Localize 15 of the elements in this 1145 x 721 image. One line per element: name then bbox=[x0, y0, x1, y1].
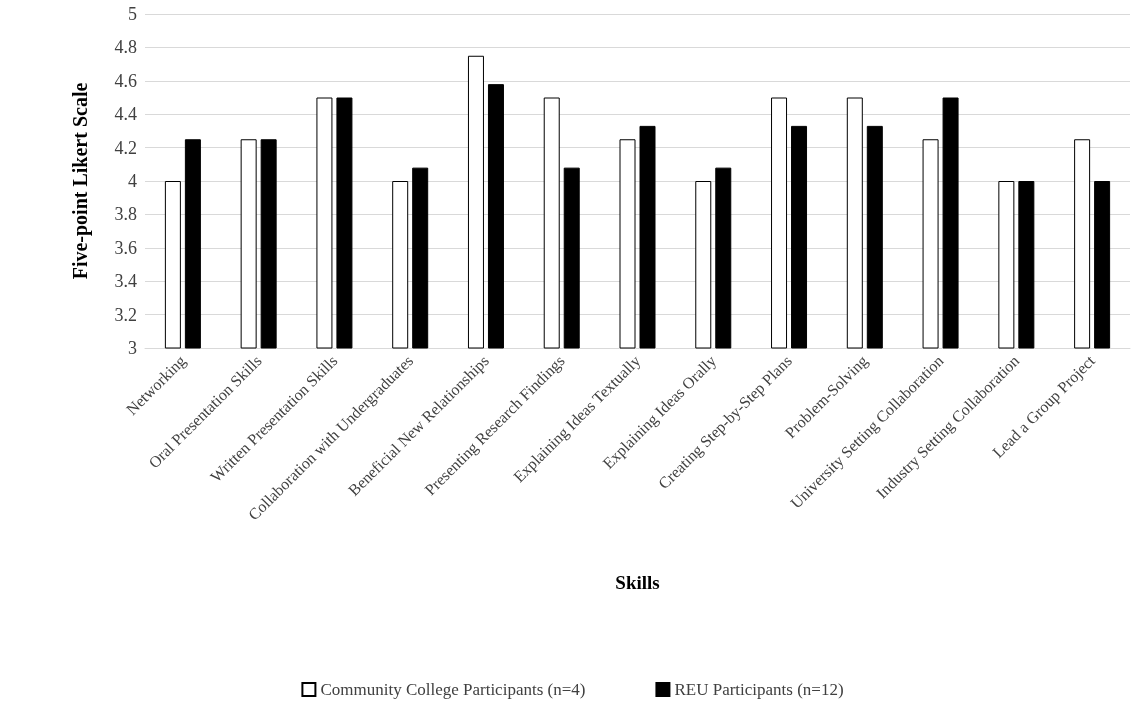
y-tick-label: 3.4 bbox=[114, 271, 137, 292]
y-tick-label: 3.2 bbox=[114, 304, 137, 325]
legend-label: Community College Participants (n=4) bbox=[320, 680, 586, 699]
y-tick-label: 4.6 bbox=[114, 70, 137, 91]
legend-label: REU Participants (n=12) bbox=[674, 680, 844, 699]
y-axis-title: Five-point Likert Scale bbox=[69, 82, 92, 280]
y-tick-label: 4.2 bbox=[114, 137, 137, 158]
y-tick-label: 3 bbox=[128, 338, 137, 358]
y-tick-label: 3.6 bbox=[114, 237, 137, 258]
y-tick-label: 5 bbox=[128, 4, 137, 24]
x-axis-title: Skills bbox=[615, 572, 660, 593]
y-tick-label: 3.8 bbox=[114, 204, 137, 225]
y-tick-label: 4.4 bbox=[114, 104, 137, 125]
y-tick-label: 4.8 bbox=[114, 37, 137, 58]
y-tick-label: 4 bbox=[128, 171, 137, 191]
